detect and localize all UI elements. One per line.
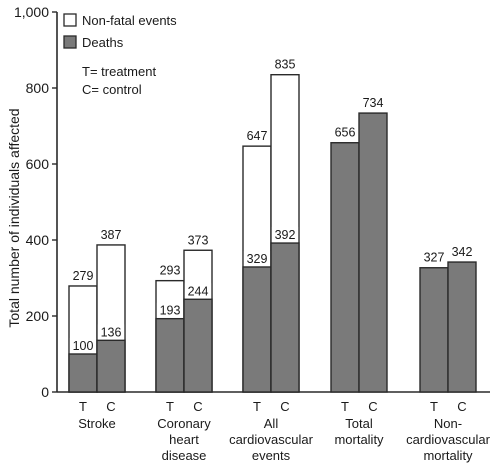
y-tick-label: 0 (41, 384, 49, 400)
bar-group-label: T (341, 399, 349, 414)
deaths-value-label: 244 (188, 284, 209, 298)
deaths-label-bg (69, 338, 97, 353)
bar-group-label: T (430, 399, 438, 414)
deaths-value-label: 136 (101, 325, 122, 339)
deaths-label-bg (97, 324, 125, 340)
bar-group-label: C (457, 399, 466, 414)
bar-group-label: T (79, 399, 87, 414)
bar-deaths (96, 339, 126, 393)
category-label: disease (162, 448, 207, 463)
category-label: heart (169, 432, 199, 447)
axes: 0 200 400 600 800 1,000 (14, 4, 490, 400)
bar-deaths (419, 267, 449, 393)
category-label: Stroke (78, 416, 116, 431)
bars: 100 279 T 136 387 C Stroke 193 293 T 244 373 C Corona… (68, 58, 491, 463)
deaths-value-label: 392 (275, 228, 296, 242)
category-label: Non- (434, 416, 462, 431)
deaths-label-bg (184, 283, 212, 299)
y-tick-label: 600 (26, 156, 50, 172)
bar-group-label: C (280, 399, 289, 414)
deaths-value-label: 193 (160, 304, 181, 318)
bar-group-label: T (253, 399, 261, 414)
legend-swatch (63, 35, 77, 49)
category-label: cardiovascular (229, 432, 313, 447)
bar-deaths (155, 317, 185, 393)
bar-group-label: C (106, 399, 115, 414)
y-tick-label: 400 (26, 232, 50, 248)
total-value-label: 342 (452, 245, 473, 259)
bar-deaths (358, 112, 388, 393)
total-value-label: 279 (73, 269, 94, 283)
deaths-label-bg (271, 227, 299, 243)
bar-group-label: T (166, 399, 174, 414)
category-label: Total (345, 416, 373, 431)
total-value-label: 647 (247, 129, 268, 143)
category-label: mortality (423, 448, 473, 463)
legend-note: C= control (82, 82, 142, 97)
total-value-label: 293 (160, 264, 181, 278)
bar-deaths (270, 242, 300, 393)
total-value-label: 373 (188, 233, 209, 247)
bar-group-label: C (368, 399, 377, 414)
legend-swatch (63, 13, 77, 27)
bar-deaths (183, 298, 213, 393)
y-tick-label: 1,000 (14, 4, 49, 20)
legend-label: Non-fatal events (82, 13, 177, 28)
category-label: cardiovascular (406, 432, 490, 447)
legend-note: T= treatment (82, 64, 156, 79)
total-value-label: 656 (335, 126, 356, 140)
y-tick-label: 200 (26, 308, 50, 324)
deaths-label-bg (156, 302, 184, 318)
y-tick-label: 800 (26, 80, 50, 96)
legend-label: Deaths (82, 35, 124, 50)
bar-deaths (68, 353, 98, 393)
bar-group-label: C (193, 399, 202, 414)
bar-deaths (330, 142, 360, 393)
deaths-label-bg (243, 250, 271, 266)
deaths-value-label: 100 (73, 339, 94, 353)
y-axis-label: Total number of individuals affected (6, 108, 22, 327)
category-label: All (264, 416, 279, 431)
deaths-value-label: 329 (247, 252, 268, 266)
category-label: mortality (334, 432, 384, 447)
total-value-label: 734 (363, 96, 384, 110)
total-value-label: 835 (275, 58, 296, 72)
category-label: events (252, 448, 291, 463)
bar-deaths (447, 261, 477, 393)
legend: Non-fatal events Deaths T= treatment C= con… (63, 13, 177, 97)
total-value-label: 327 (424, 251, 445, 265)
total-value-label: 387 (101, 228, 122, 242)
category-label: Coronary (157, 416, 211, 431)
bar-deaths (242, 266, 272, 393)
